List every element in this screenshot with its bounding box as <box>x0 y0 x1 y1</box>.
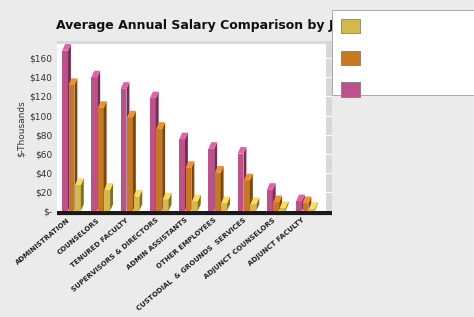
Polygon shape <box>267 183 276 190</box>
Polygon shape <box>209 149 214 211</box>
Polygon shape <box>191 161 194 211</box>
Polygon shape <box>215 166 224 173</box>
Polygon shape <box>121 82 129 89</box>
Polygon shape <box>121 89 127 211</box>
Polygon shape <box>250 197 259 204</box>
Polygon shape <box>134 190 142 197</box>
Polygon shape <box>250 204 256 211</box>
Polygon shape <box>198 195 201 211</box>
Polygon shape <box>273 202 279 211</box>
Polygon shape <box>296 201 302 211</box>
Text: Other Pay & Benefits: Other Pay & Benefits <box>367 21 456 30</box>
Polygon shape <box>162 122 165 211</box>
Polygon shape <box>104 183 113 190</box>
Polygon shape <box>302 197 311 203</box>
Polygon shape <box>280 201 289 208</box>
Polygon shape <box>127 111 136 117</box>
Polygon shape <box>273 183 276 211</box>
Polygon shape <box>256 197 259 211</box>
Polygon shape <box>75 178 84 185</box>
Text: Other Pay & Benefits: Other Pay & Benefits <box>367 21 456 30</box>
Polygon shape <box>296 195 305 201</box>
Polygon shape <box>133 111 136 211</box>
Polygon shape <box>309 202 318 209</box>
Polygon shape <box>139 190 142 211</box>
Polygon shape <box>192 201 198 211</box>
Polygon shape <box>280 208 286 211</box>
Bar <box>57 211 332 215</box>
Polygon shape <box>62 44 71 51</box>
Text: Total Pay & Benefits: Total Pay & Benefits <box>367 84 451 93</box>
Polygon shape <box>244 147 246 211</box>
Polygon shape <box>163 199 169 211</box>
Text: Base Pay: Base Pay <box>367 53 405 61</box>
Polygon shape <box>286 201 289 211</box>
Polygon shape <box>127 82 129 211</box>
Polygon shape <box>91 71 100 77</box>
Polygon shape <box>62 51 68 211</box>
Polygon shape <box>127 117 133 211</box>
Polygon shape <box>309 197 311 211</box>
Polygon shape <box>97 71 100 211</box>
Y-axis label: $-Thousands: $-Thousands <box>17 100 26 157</box>
Polygon shape <box>179 139 185 211</box>
Polygon shape <box>237 147 246 154</box>
Polygon shape <box>69 85 74 211</box>
Polygon shape <box>215 173 221 211</box>
Polygon shape <box>104 190 110 211</box>
Text: Total Pay & Benefits: Total Pay & Benefits <box>367 84 451 93</box>
Polygon shape <box>185 133 188 211</box>
Polygon shape <box>221 166 224 211</box>
Polygon shape <box>69 78 77 85</box>
Text: Base Pay: Base Pay <box>367 53 405 61</box>
Polygon shape <box>110 183 113 211</box>
Polygon shape <box>221 197 230 203</box>
Polygon shape <box>156 129 162 211</box>
Polygon shape <box>227 197 230 211</box>
Polygon shape <box>214 142 217 211</box>
Polygon shape <box>273 196 282 202</box>
Polygon shape <box>81 178 84 211</box>
Polygon shape <box>104 101 107 211</box>
Text: Average Annual Salary Comparison by Job: Average Annual Salary Comparison by Job <box>56 19 351 32</box>
Polygon shape <box>244 174 253 180</box>
Polygon shape <box>169 193 172 211</box>
Polygon shape <box>91 77 97 211</box>
Polygon shape <box>156 92 159 211</box>
FancyBboxPatch shape <box>57 44 326 211</box>
Polygon shape <box>221 203 227 211</box>
Polygon shape <box>156 122 165 129</box>
Polygon shape <box>98 108 104 211</box>
Polygon shape <box>315 202 318 211</box>
Polygon shape <box>150 98 156 211</box>
Polygon shape <box>134 197 139 211</box>
Polygon shape <box>74 78 77 211</box>
Polygon shape <box>68 44 71 211</box>
Polygon shape <box>185 161 194 168</box>
Polygon shape <box>192 195 201 201</box>
Polygon shape <box>150 92 159 98</box>
Polygon shape <box>309 209 315 211</box>
Polygon shape <box>75 185 81 211</box>
Polygon shape <box>250 174 253 211</box>
Polygon shape <box>244 180 250 211</box>
Polygon shape <box>185 168 191 211</box>
Polygon shape <box>302 203 309 211</box>
Polygon shape <box>237 154 244 211</box>
Polygon shape <box>267 190 273 211</box>
Polygon shape <box>279 196 282 211</box>
Polygon shape <box>98 101 107 108</box>
Polygon shape <box>179 133 188 139</box>
Polygon shape <box>302 195 305 211</box>
Polygon shape <box>209 142 217 149</box>
Polygon shape <box>163 193 172 199</box>
